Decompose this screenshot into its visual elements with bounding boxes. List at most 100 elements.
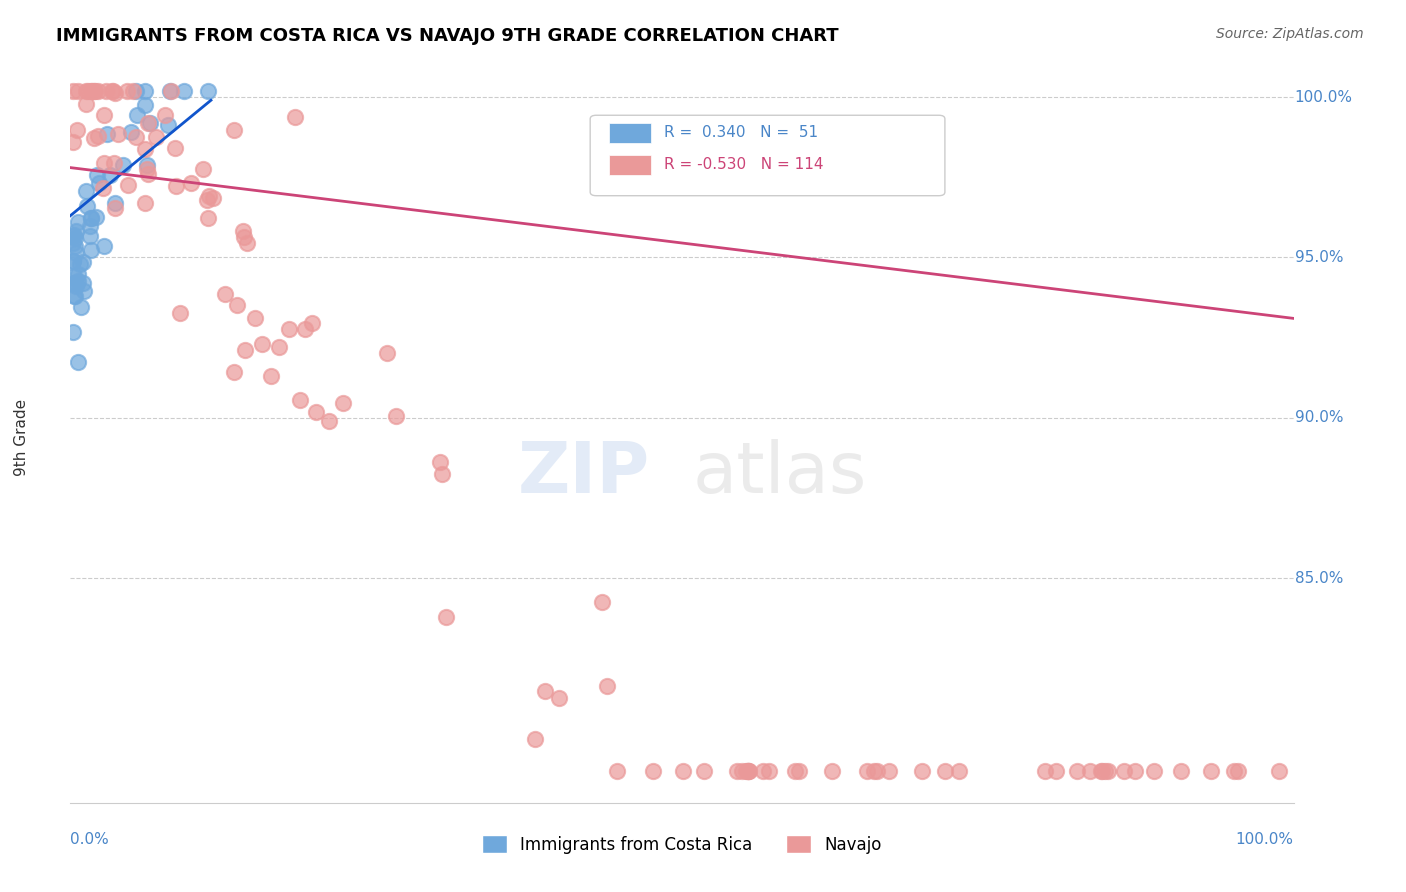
Point bbox=[197, 211, 219, 226]
Point bbox=[62, 228, 84, 243]
Point bbox=[862, 764, 884, 778]
Point bbox=[75, 84, 97, 98]
FancyBboxPatch shape bbox=[591, 115, 945, 195]
Point bbox=[93, 181, 115, 195]
Point bbox=[87, 84, 110, 98]
Point bbox=[104, 86, 127, 100]
Point bbox=[1226, 764, 1249, 778]
Point bbox=[267, 340, 290, 354]
Point bbox=[430, 467, 453, 482]
Point bbox=[84, 210, 107, 224]
Point bbox=[734, 764, 756, 778]
Point bbox=[75, 184, 97, 198]
Text: R =  0.340   N =  51: R = 0.340 N = 51 bbox=[664, 125, 818, 140]
Point bbox=[534, 684, 557, 698]
Point bbox=[134, 196, 156, 211]
Point bbox=[1045, 764, 1067, 778]
Point bbox=[236, 236, 259, 251]
Text: atlas: atlas bbox=[693, 439, 868, 508]
Point bbox=[84, 84, 107, 98]
Point bbox=[375, 346, 398, 360]
Point bbox=[67, 84, 90, 98]
Point bbox=[93, 239, 115, 253]
Point bbox=[169, 306, 191, 320]
Point bbox=[134, 142, 156, 156]
Point bbox=[180, 176, 202, 190]
Point bbox=[855, 764, 877, 778]
Text: 85.0%: 85.0% bbox=[1295, 571, 1343, 586]
Point bbox=[156, 119, 179, 133]
Point bbox=[87, 129, 110, 144]
Point bbox=[214, 286, 236, 301]
Point bbox=[62, 135, 84, 149]
Text: ZIP: ZIP bbox=[517, 439, 650, 508]
Point bbox=[117, 178, 139, 193]
Text: IMMIGRANTS FROM COSTA RICA VS NAVAJO 9TH GRADE CORRELATION CHART: IMMIGRANTS FROM COSTA RICA VS NAVAJO 9TH… bbox=[56, 27, 839, 45]
Point bbox=[62, 229, 84, 244]
Point bbox=[63, 277, 86, 291]
Point bbox=[134, 98, 156, 112]
Point bbox=[72, 277, 94, 291]
Point bbox=[301, 317, 323, 331]
Point bbox=[65, 246, 87, 260]
Point bbox=[104, 201, 127, 215]
Point bbox=[136, 161, 159, 176]
Point bbox=[79, 219, 101, 234]
Point bbox=[384, 409, 406, 424]
Point bbox=[63, 230, 86, 244]
Point bbox=[96, 127, 118, 141]
Point bbox=[318, 414, 340, 428]
Point bbox=[737, 764, 759, 778]
Point bbox=[69, 300, 91, 314]
Point bbox=[67, 355, 90, 369]
Point bbox=[73, 284, 96, 298]
Point bbox=[548, 691, 571, 706]
Point bbox=[103, 155, 125, 169]
Point bbox=[79, 229, 101, 244]
Point bbox=[136, 168, 159, 182]
Point bbox=[107, 127, 129, 141]
Point bbox=[145, 129, 167, 144]
Point bbox=[191, 162, 214, 177]
Point bbox=[332, 396, 354, 410]
Point bbox=[159, 84, 181, 98]
Point bbox=[82, 84, 104, 98]
Point bbox=[1199, 764, 1222, 778]
Point bbox=[1097, 764, 1119, 778]
Point bbox=[429, 455, 451, 469]
Point bbox=[103, 196, 125, 211]
Point bbox=[89, 176, 111, 190]
Point bbox=[1033, 764, 1056, 778]
Point bbox=[155, 108, 177, 122]
Point bbox=[197, 84, 219, 98]
Point bbox=[524, 731, 547, 746]
Point bbox=[83, 84, 105, 98]
Point bbox=[725, 764, 748, 778]
Point bbox=[305, 405, 328, 419]
Point bbox=[63, 289, 86, 303]
Point bbox=[79, 243, 101, 257]
Point bbox=[63, 269, 86, 284]
Point bbox=[1170, 764, 1192, 778]
Point bbox=[1223, 764, 1246, 778]
Point bbox=[752, 764, 775, 778]
Point bbox=[111, 158, 134, 172]
Point bbox=[643, 764, 665, 778]
Point bbox=[98, 168, 121, 182]
Point bbox=[101, 84, 124, 98]
Text: R = -0.530   N = 114: R = -0.530 N = 114 bbox=[664, 158, 823, 172]
Text: 9th Grade: 9th Grade bbox=[14, 399, 30, 475]
Point bbox=[948, 764, 970, 778]
Point bbox=[86, 169, 108, 183]
Text: 100.0%: 100.0% bbox=[1236, 832, 1294, 847]
FancyBboxPatch shape bbox=[609, 122, 651, 143]
Point bbox=[69, 257, 91, 271]
Point bbox=[1080, 764, 1102, 778]
Point bbox=[783, 764, 806, 778]
Point bbox=[65, 224, 87, 238]
Point bbox=[165, 179, 187, 194]
Point bbox=[62, 254, 84, 268]
Point bbox=[1090, 764, 1112, 778]
Point bbox=[224, 365, 246, 379]
Point bbox=[62, 84, 84, 98]
